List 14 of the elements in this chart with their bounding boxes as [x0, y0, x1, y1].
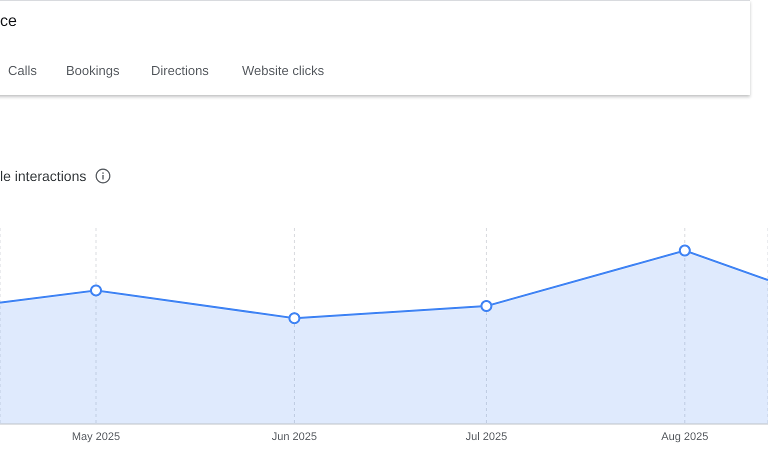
point	[90, 284, 102, 296]
x-tick-label: Aug 2025	[661, 430, 708, 443]
text: ce	[0, 13, 17, 31]
x-tick-label: May 2025	[72, 430, 120, 443]
x-tick-label: Jun 2025	[272, 430, 318, 443]
x-tick-label: Jul 2025	[466, 430, 508, 443]
point	[288, 312, 300, 324]
point	[678, 244, 691, 257]
text: Website clicks	[242, 63, 324, 78]
point	[480, 300, 492, 312]
text: Directions	[151, 63, 209, 78]
chart-title: le interactions	[0, 168, 86, 184]
text: Calls	[8, 63, 37, 78]
text: Bookings	[66, 63, 120, 78]
